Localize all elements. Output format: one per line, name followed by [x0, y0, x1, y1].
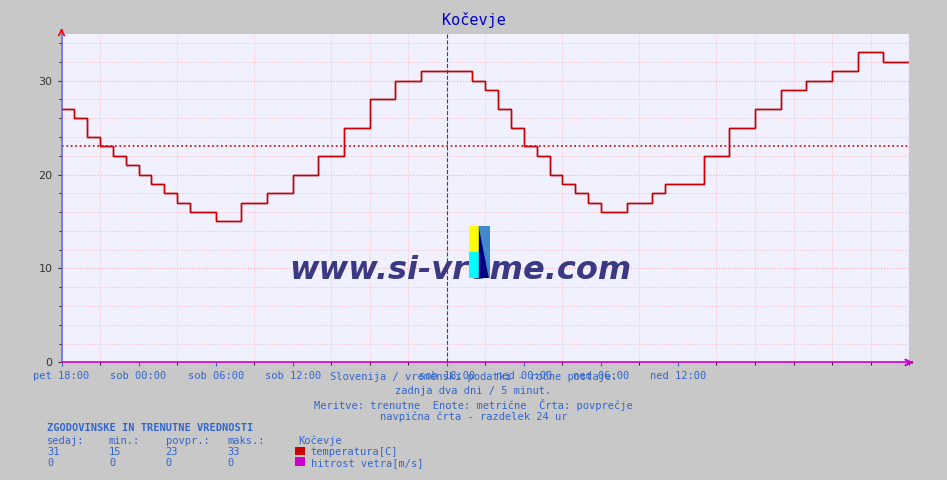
Bar [469, 252, 479, 278]
Text: Meritve: trenutne  Enote: metrične  Črta: povprečje: Meritve: trenutne Enote: metrične Črta: … [314, 399, 633, 411]
Text: 23: 23 [166, 447, 178, 457]
Text: 0: 0 [109, 458, 116, 468]
Bar [469, 226, 479, 252]
Text: 0: 0 [227, 458, 234, 468]
Text: 15: 15 [109, 447, 121, 457]
Polygon shape [479, 226, 490, 278]
Text: Slovenija / vremenski podatki - ročne postaje.: Slovenija / vremenski podatki - ročne po… [330, 372, 617, 383]
Text: navpična črta - razdelek 24 ur: navpična črta - razdelek 24 ur [380, 412, 567, 422]
Text: ZGODOVINSKE IN TRENUTNE VREDNOSTI: ZGODOVINSKE IN TRENUTNE VREDNOSTI [47, 423, 254, 433]
Text: Kočevje: Kočevje [441, 12, 506, 28]
Text: Kočevje: Kočevje [298, 436, 342, 446]
Text: temperatura[C]: temperatura[C] [311, 447, 398, 457]
Text: min.:: min.: [109, 436, 140, 446]
Text: 0: 0 [166, 458, 172, 468]
Text: sedaj:: sedaj: [47, 436, 85, 446]
Text: maks.:: maks.: [227, 436, 265, 446]
Text: zadnja dva dni / 5 minut.: zadnja dva dni / 5 minut. [396, 386, 551, 396]
Text: 0: 0 [47, 458, 54, 468]
Bar [479, 226, 490, 278]
Text: www.si-vreme.com: www.si-vreme.com [289, 255, 631, 286]
Text: hitrost vetra[m/s]: hitrost vetra[m/s] [311, 458, 423, 468]
Text: 31: 31 [47, 447, 60, 457]
Text: 33: 33 [227, 447, 240, 457]
Text: povpr.:: povpr.: [166, 436, 209, 446]
